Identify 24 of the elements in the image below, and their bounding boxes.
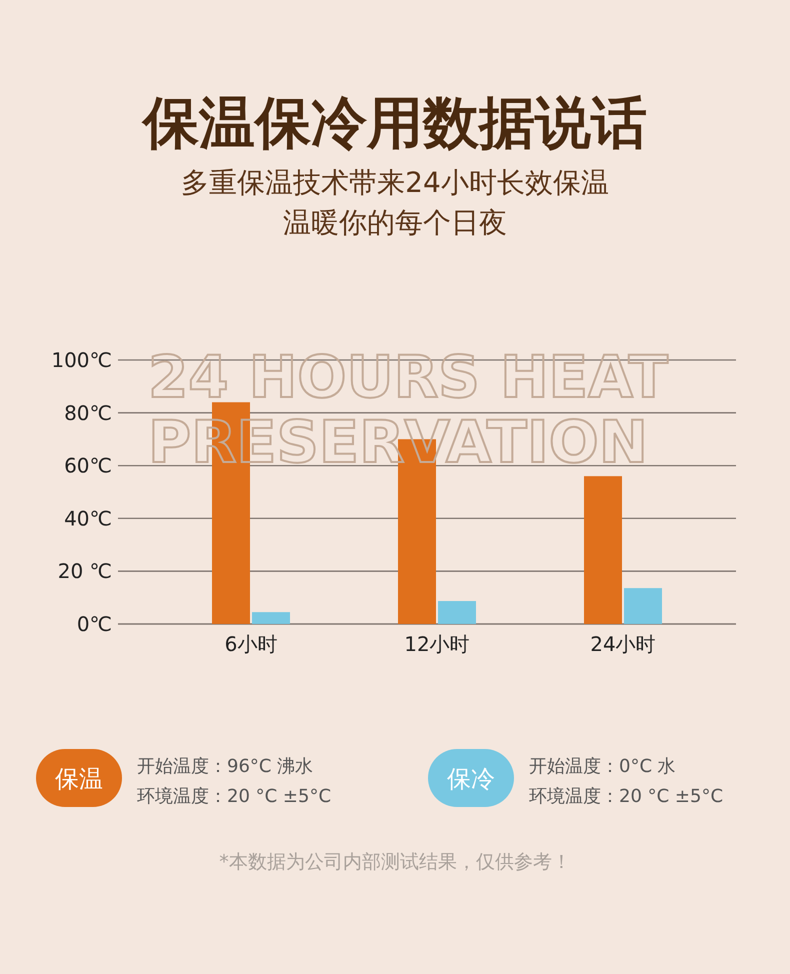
bar bbox=[624, 588, 662, 624]
text: 保冷 bbox=[447, 765, 495, 793]
y-tick-label: 40℃ bbox=[64, 506, 112, 530]
text: 环境温度：20 °C ±5°C bbox=[529, 786, 724, 807]
y-tick-label: 20 ℃ bbox=[58, 559, 112, 584]
y-tick-label: 0℃ bbox=[76, 612, 112, 636]
text: 环境温度：20 °C ±5°C bbox=[137, 786, 332, 807]
x-tick-label: 12小时 bbox=[404, 632, 470, 656]
text: 保温 bbox=[55, 765, 103, 793]
x-tick-label: 24小时 bbox=[590, 632, 656, 656]
text: 温暖你的每个日夜 bbox=[283, 206, 507, 239]
annotation: 24 HOURS HEAT bbox=[148, 343, 669, 411]
bar bbox=[584, 476, 622, 624]
y-tick-label: 100℃ bbox=[51, 348, 112, 372]
chart-subtitle: 多重保温技术带来24小时长效保温 bbox=[181, 166, 609, 199]
y-tick-label: 80℃ bbox=[64, 400, 112, 425]
y-tick-label: 60℃ bbox=[64, 454, 112, 478]
bar bbox=[252, 612, 290, 624]
chart-title: 保温保冷用数据说话 bbox=[141, 91, 647, 156]
text: 开始温度：96°C 沸水 bbox=[137, 756, 314, 777]
text: 开始温度：0°C 水 bbox=[529, 756, 676, 777]
x-tick-label: 6小时 bbox=[224, 632, 278, 656]
bar bbox=[438, 601, 476, 624]
text: *本数据为公司内部测试结果，仅供参考！ bbox=[219, 851, 571, 873]
